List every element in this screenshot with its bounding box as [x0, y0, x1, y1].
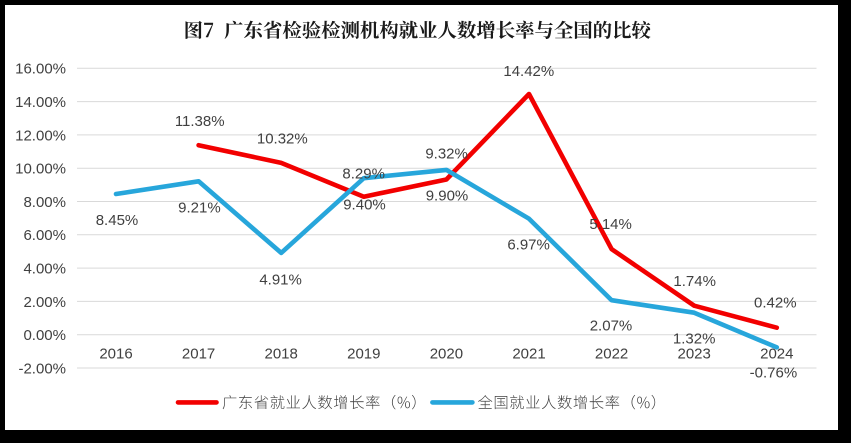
- svg-text:10.32%: 10.32%: [257, 130, 308, 147]
- svg-text:11.38%: 11.38%: [175, 113, 225, 130]
- svg-text:9.32%: 9.32%: [425, 146, 468, 163]
- svg-text:9.40%: 9.40%: [343, 197, 386, 214]
- svg-text:2017: 2017: [182, 345, 215, 362]
- svg-text:8.00%: 8.00%: [23, 194, 66, 211]
- svg-text:9.21%: 9.21%: [178, 199, 221, 216]
- svg-text:0.00%: 0.00%: [23, 327, 66, 344]
- svg-text:4.00%: 4.00%: [23, 261, 66, 278]
- svg-text:5.14%: 5.14%: [589, 216, 632, 233]
- svg-text:8.45%: 8.45%: [96, 212, 139, 229]
- svg-text:0.42%: 0.42%: [754, 294, 797, 311]
- svg-text:2016: 2016: [99, 345, 132, 362]
- svg-text:-2.00%: -2.00%: [18, 360, 66, 377]
- svg-text:2021: 2021: [512, 345, 545, 362]
- svg-text:-0.76%: -0.76%: [750, 365, 798, 382]
- svg-text:1.32%: 1.32%: [673, 331, 716, 348]
- svg-text:9.90%: 9.90%: [426, 188, 469, 205]
- svg-text:6.97%: 6.97%: [507, 236, 550, 253]
- svg-text:6.00%: 6.00%: [23, 227, 66, 244]
- svg-text:2022: 2022: [595, 345, 628, 362]
- svg-text:2020: 2020: [430, 345, 463, 362]
- svg-text:8.29%: 8.29%: [342, 165, 385, 182]
- svg-text:2.07%: 2.07%: [590, 318, 633, 335]
- svg-text:2.00%: 2.00%: [23, 294, 66, 311]
- svg-text:2018: 2018: [265, 345, 298, 362]
- svg-text:2019: 2019: [347, 345, 380, 362]
- svg-text:16.00%: 16.00%: [15, 61, 66, 78]
- svg-text:10.00%: 10.00%: [15, 161, 66, 178]
- svg-text:14.42%: 14.42%: [503, 63, 554, 80]
- svg-text:2024: 2024: [760, 345, 793, 362]
- svg-text:12.00%: 12.00%: [15, 127, 66, 144]
- svg-text:4.91%: 4.91%: [259, 272, 302, 289]
- svg-text:14.00%: 14.00%: [15, 94, 66, 111]
- svg-text:2023: 2023: [678, 345, 711, 362]
- svg-text:1.74%: 1.74%: [673, 273, 716, 290]
